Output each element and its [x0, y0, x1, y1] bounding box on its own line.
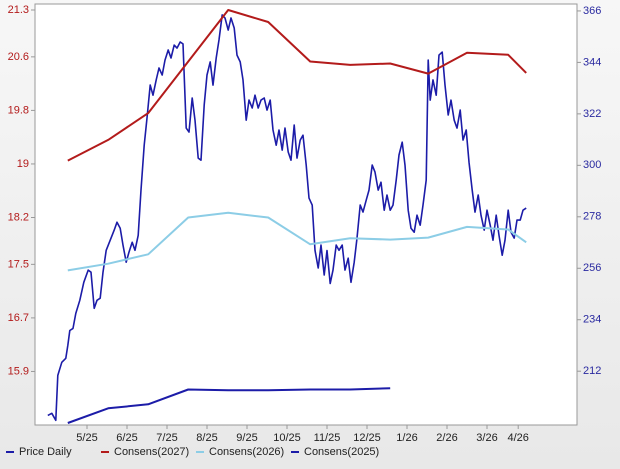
- x-tick-label: 4/26: [507, 432, 528, 444]
- y-tick-label: 19.8: [8, 104, 29, 116]
- x-tick-label: 10/25: [273, 432, 301, 444]
- y-tick-label: 21.3: [8, 4, 29, 16]
- y2-tick-label: 212: [583, 365, 601, 377]
- y2-tick-label: 278: [583, 211, 601, 223]
- y-tick-label: 20.6: [8, 51, 29, 63]
- y2-tick-label: 344: [583, 56, 601, 68]
- legend-label: Consens(2027): [114, 446, 189, 458]
- x-tick-label: 8/25: [196, 432, 217, 444]
- x-tick-label: 9/25: [236, 432, 257, 444]
- series-line: [67, 387, 391, 424]
- x-tick-label: 6/25: [116, 432, 137, 444]
- y-tick-label: 16.7: [8, 312, 29, 324]
- y2-tick-label: 300: [583, 159, 601, 171]
- plot-area: [34, 3, 578, 426]
- y2-tick-label: 234: [583, 314, 601, 326]
- y2-tick-label: 256: [583, 262, 601, 274]
- legend-label: Consens(2025): [304, 446, 379, 458]
- y-tick-label: 19: [17, 158, 29, 170]
- x-tick-label: 5/25: [76, 432, 97, 444]
- series-line: [67, 211, 527, 272]
- series-line: [67, 9, 527, 162]
- legend-label: Price Daily: [19, 446, 72, 458]
- y-tick-label: 18.2: [8, 211, 29, 223]
- y-tick-label: 15.9: [8, 365, 29, 377]
- x-tick-label: 3/26: [476, 432, 497, 444]
- series-line: [47, 14, 527, 422]
- x-tick-label: 2/26: [436, 432, 457, 444]
- y2-tick-label: 366: [583, 5, 601, 17]
- x-tick-label: 1/26: [396, 432, 417, 444]
- x-tick-label: 12/25: [353, 432, 381, 444]
- x-tick-label: 7/25: [156, 432, 177, 444]
- legend-label: Consens(2026): [209, 446, 284, 458]
- x-tick-label: 11/25: [314, 432, 341, 444]
- y-tick-label: 17.5: [8, 258, 29, 270]
- y2-tick-label: 322: [583, 108, 601, 120]
